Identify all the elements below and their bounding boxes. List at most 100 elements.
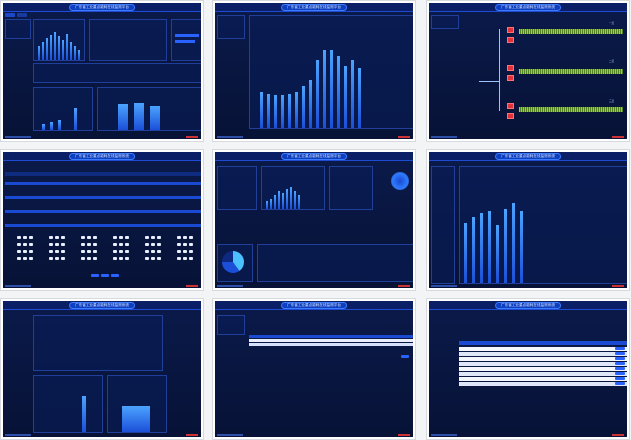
main-chart-panel [249, 15, 413, 129]
screen-tile-6[interactable]: 广东省工业重点能耗在线监测系统 [426, 149, 630, 291]
device-indicator [61, 243, 65, 246]
footer-logo [398, 136, 410, 138]
alarm-box[interactable] [507, 27, 514, 33]
table-row [459, 377, 627, 381]
pie-chart [391, 172, 409, 190]
screen-tile-9[interactable]: 广东省工业重点能耗在线监测系统 [426, 298, 630, 440]
device-indicator [119, 257, 123, 260]
device-indicator [189, 243, 193, 246]
device-indicator [125, 243, 129, 246]
table-row [5, 196, 201, 199]
device-indicator [29, 243, 33, 246]
table-header [459, 341, 627, 345]
area-panel [107, 375, 167, 433]
branch-line [499, 29, 500, 111]
row-action-button[interactable] [615, 352, 625, 355]
action-button[interactable] [111, 274, 119, 277]
top-bar: 广东省工业重点能耗在线监测系统 [3, 301, 201, 310]
device-indicator [55, 257, 59, 260]
signal-wave [519, 29, 623, 34]
device-indicator [113, 250, 117, 253]
top-bar: 广东省工业重点能耗在线监测平台 [215, 3, 413, 12]
device-indicator [93, 250, 97, 253]
alarm-box[interactable] [507, 37, 514, 43]
device-indicator [125, 236, 129, 239]
screen-tile-5[interactable]: 广东省工业重点能耗在线监测平台 [212, 149, 416, 291]
device-indicator [157, 243, 161, 246]
alarm-box[interactable] [507, 65, 514, 71]
table-row [459, 367, 627, 371]
device-indicator [49, 257, 53, 260]
device-indicator [151, 250, 155, 253]
table-row [459, 372, 627, 376]
table-row [459, 382, 627, 386]
row-action-button[interactable] [615, 347, 625, 350]
device-indicator [61, 250, 65, 253]
action-button[interactable] [91, 274, 99, 277]
action-button[interactable] [101, 274, 109, 277]
table-row [459, 352, 627, 356]
device-indicator [81, 250, 85, 253]
table-header [249, 335, 413, 338]
top-bar: 广东省工业重点能耗在线监测平台 [215, 301, 413, 310]
screen-title: 广东省工业重点能耗在线监测系统 [69, 153, 135, 160]
signal-wave [519, 107, 623, 112]
footer-logo [612, 434, 624, 436]
device-indicator [93, 257, 97, 260]
screen-tile-1[interactable]: 广东省工业重点能耗在线监测平台 [0, 0, 204, 142]
screen-tile-8[interactable]: 广东省工业重点能耗在线监测平台 [212, 298, 416, 440]
device-indicator [23, 236, 27, 239]
device-indicator [113, 236, 117, 239]
row-action-button[interactable] [615, 357, 625, 360]
line-label: 一层 [609, 22, 615, 25]
device-indicator [145, 236, 149, 239]
device-indicator [29, 236, 33, 239]
screen-tile-4[interactable]: 广东省工业重点能耗在线监测系统 [0, 149, 204, 291]
screen-tile-3[interactable]: 广东省工业重点能耗在线监测系统 一层 二层 三层 [426, 0, 630, 142]
nav-tab[interactable] [17, 13, 27, 17]
device-indicator [87, 243, 91, 246]
table-panel [257, 244, 413, 282]
bar-chart-panel-2 [97, 87, 201, 131]
alarm-box[interactable] [507, 75, 514, 81]
device-indicator [177, 250, 181, 253]
device-indicator [145, 243, 149, 246]
screen-title: 广东省工业重点能耗在线监测平台 [281, 302, 347, 309]
device-indicator [119, 236, 123, 239]
top-bar: 广东省工业重点能耗在线监测系统 [3, 152, 201, 161]
header-row [5, 172, 201, 176]
line-label: 三层 [609, 100, 615, 103]
side-panel [431, 15, 459, 29]
row-action-button[interactable] [615, 367, 625, 370]
footer-text [5, 434, 31, 436]
footer-logo [398, 285, 410, 287]
pager-button[interactable] [401, 355, 409, 358]
device-indicator [183, 236, 187, 239]
nav-tab[interactable] [5, 13, 15, 17]
row-action-button[interactable] [615, 382, 625, 385]
device-indicator [177, 243, 181, 246]
alarm-box[interactable] [507, 113, 514, 119]
screen-tile-2[interactable]: 广东省工业重点能耗在线监测平台 [212, 0, 416, 142]
device-indicator [157, 250, 161, 253]
device-indicator [183, 257, 187, 260]
multi-chart-screen: 广东省工业重点能耗在线监测系统 [3, 301, 201, 437]
device-indicator [157, 236, 161, 239]
row-action-button[interactable] [615, 362, 625, 365]
row-action-button[interactable] [615, 372, 625, 375]
analytics-screen: 广东省工业重点能耗在线监测平台 [215, 152, 413, 288]
top-bar: 广东省工业重点能耗在线监测系统 [429, 301, 627, 310]
table-row [249, 339, 413, 342]
device-indicator [81, 257, 85, 260]
row-action-button[interactable] [615, 377, 625, 380]
screen-tile-7[interactable]: 广东省工业重点能耗在线监测系统 [0, 298, 204, 440]
table-row [5, 210, 201, 213]
line-panel [33, 315, 163, 371]
device-indicator [17, 257, 21, 260]
device-indicator [151, 243, 155, 246]
device-indicator [29, 257, 33, 260]
footer-logo [186, 136, 198, 138]
alarm-box[interactable] [507, 103, 514, 109]
footer-logo [186, 285, 198, 287]
footer-text [5, 136, 31, 138]
